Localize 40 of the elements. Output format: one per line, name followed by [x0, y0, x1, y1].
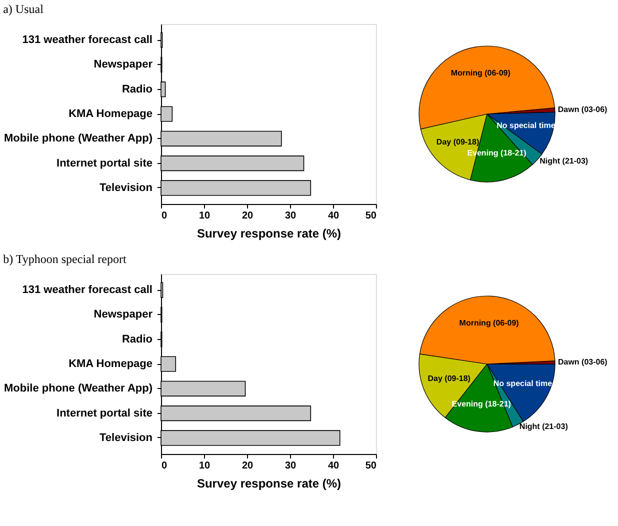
slice-label: No special time — [496, 121, 556, 130]
slice-label: No special time — [493, 378, 553, 388]
y-tick-label: Newspaper — [94, 58, 154, 71]
y-tick-label: Television — [100, 182, 153, 194]
y-tick-label: Television — [100, 432, 153, 444]
x-tick-label: 20 — [242, 460, 254, 472]
y-tick-label: 131 weather forecast call — [22, 284, 152, 296]
slice-label: Day (09-18) — [436, 137, 480, 146]
y-tick-label: Mobile phone (Weather App) — [4, 132, 153, 145]
x-axis-title: Survey response rate (%) — [196, 476, 342, 490]
slice-label: Day (09-18) — [428, 374, 471, 384]
x-tick-label: 50 — [365, 460, 377, 472]
x-tick-label: 30 — [284, 210, 296, 222]
x-axis-title: Survey response rate (%) — [196, 226, 342, 240]
x-tick-label: 30 — [284, 460, 296, 472]
x-tick-label: 0 — [162, 210, 168, 222]
slice-label: Dawn (03-06) — [558, 104, 608, 114]
y-tick-label: Internet portal site — [56, 407, 152, 420]
slice-label: Morning (06-09) — [450, 68, 511, 78]
y-tick-label: Radio — [122, 83, 153, 96]
text: b) Typhoon special report — [3, 252, 128, 266]
x-tick-label: 10 — [198, 210, 210, 222]
y-tick-label: Internet portal site — [56, 157, 152, 170]
text: a) Usual — [3, 2, 44, 16]
x-tick-label: 0 — [162, 460, 168, 472]
x-tick-label: 10 — [198, 460, 210, 472]
slice-label: Night (21-03) — [540, 156, 588, 166]
y-tick-label: Radio — [122, 333, 153, 346]
y-tick-label: 131 weather forecast call — [22, 34, 152, 46]
x-tick-label: 40 — [328, 210, 340, 222]
x-tick-label: 40 — [328, 460, 340, 472]
x-tick-label: 50 — [365, 210, 377, 222]
y-tick-label: Newspaper — [94, 308, 154, 321]
y-tick-label: Mobile phone (Weather App) — [4, 382, 153, 395]
slice-label: Dawn (03-06) — [558, 357, 608, 366]
y-tick-label: KMA Homepage — [68, 358, 152, 370]
slice-label: Morning (06-09) — [459, 318, 520, 328]
slice-label: Night (21-03) — [519, 422, 568, 432]
x-tick-label: 20 — [242, 210, 254, 222]
y-tick-label: KMA Homepage — [68, 108, 152, 120]
